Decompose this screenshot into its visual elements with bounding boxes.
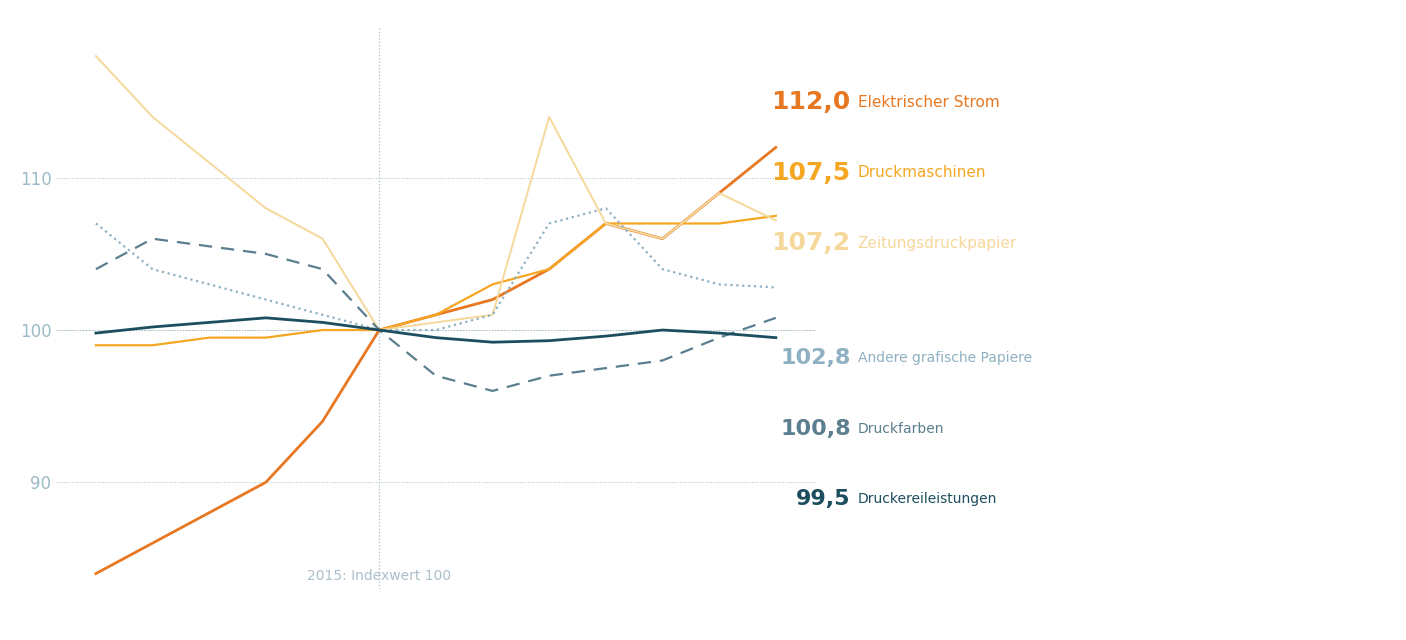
Text: 107,2: 107,2 bbox=[772, 231, 851, 255]
Text: Andere grafische Papiere: Andere grafische Papiere bbox=[858, 351, 1032, 365]
Text: Elektrischer Strom: Elektrischer Strom bbox=[858, 95, 1000, 110]
Text: Druckmaschinen: Druckmaschinen bbox=[858, 165, 986, 180]
Text: 112,0: 112,0 bbox=[772, 90, 851, 115]
Text: 107,5: 107,5 bbox=[772, 161, 851, 185]
Text: 102,8: 102,8 bbox=[780, 348, 851, 369]
Text: 2015: Indexwert 100: 2015: Indexwert 100 bbox=[307, 569, 451, 582]
Text: Druckereileistungen: Druckereileistungen bbox=[858, 492, 997, 506]
Text: 100,8: 100,8 bbox=[780, 419, 851, 439]
Text: Druckfarben: Druckfarben bbox=[858, 422, 945, 436]
Text: Zeitungsdruckpapier: Zeitungsdruckpapier bbox=[858, 236, 1017, 251]
Text: 99,5: 99,5 bbox=[796, 489, 851, 509]
